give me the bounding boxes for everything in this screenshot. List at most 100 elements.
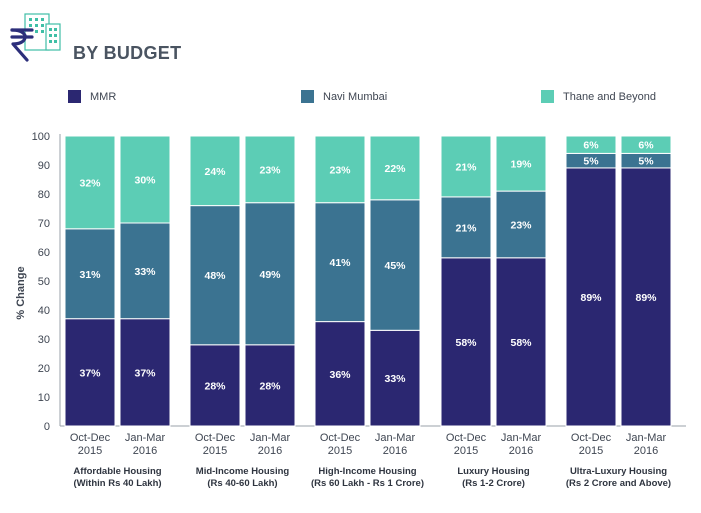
x-tick-label-year: 2016 — [509, 445, 533, 457]
group-label: Mid-Income Housing — [196, 466, 290, 477]
x-tick-label-period: Jan-Mar — [125, 432, 166, 444]
bar-segment-thane-and-beyond — [440, 135, 492, 198]
x-tick-label-period: Oct-Dec — [195, 432, 236, 444]
data-label-thane-and-beyond: 19% — [510, 159, 532, 171]
data-label-mmr: 28% — [204, 380, 226, 392]
bar-segment-thane-and-beyond — [620, 135, 672, 154]
y-tick-label: 10 — [38, 392, 50, 404]
data-label-thane-and-beyond: 6% — [638, 140, 654, 152]
x-tick-label-year: 2015 — [203, 445, 227, 457]
y-tick-label: 40 — [38, 305, 50, 317]
bar-segment-navi-mumbai — [495, 190, 547, 259]
x-tick-label-period: Jan-Mar — [375, 432, 416, 444]
legend-swatch-navi-mumbai — [301, 90, 314, 103]
chart-legend: MMR Navi Mumbai Thane and Beyond — [0, 90, 701, 110]
group-label: Ultra-Luxury Housing — [570, 466, 667, 477]
data-label-mmr: 37% — [79, 367, 101, 379]
data-label-thane-and-beyond: 6% — [583, 140, 599, 152]
y-tick-label: 80 — [38, 189, 50, 201]
data-label-navi-mumbai: 33% — [134, 266, 156, 278]
bar-segment-mmr — [620, 167, 672, 427]
data-label-mmr: 58% — [510, 337, 532, 349]
y-tick-label: 50 — [38, 276, 50, 288]
group-sublabel: (Rs 2 Crore and Above) — [566, 478, 671, 489]
data-label-navi-mumbai: 48% — [204, 270, 226, 282]
bar-segment-navi-mumbai — [244, 202, 296, 346]
stacked-bar-chart: % Change 0 10 20 30 40 50 60 70 80 90 100 37% 31% 32% 3… — [15, 131, 686, 489]
bar-segment-navi-mumbai — [64, 228, 116, 320]
data-label-navi-mumbai: 45% — [384, 260, 406, 272]
x-tick-label-year: 2016 — [383, 445, 407, 457]
data-label-thane-and-beyond: 30% — [134, 175, 156, 187]
data-label-navi-mumbai: 41% — [329, 257, 351, 269]
legend-label-mmr: MMR — [90, 90, 117, 103]
group-label: Affordable Housing — [73, 466, 161, 477]
x-tick-label-year: 2015 — [579, 445, 603, 457]
x-tick-label-period: Jan-Mar — [250, 432, 291, 444]
group-sublabel: (Rs 1-2 Crore) — [462, 478, 525, 489]
data-label-thane-and-beyond: 23% — [329, 164, 351, 176]
data-label-navi-mumbai: 5% — [638, 156, 654, 168]
x-tick-label-year: 2016 — [258, 445, 282, 457]
group-sublabel: (Rs 40-60 Lakh) — [207, 478, 277, 489]
header: BY BUDGET — [0, 0, 701, 80]
data-label-thane-and-beyond: 24% — [204, 166, 226, 178]
bar-segment-navi-mumbai — [440, 196, 492, 259]
x-tick-label-year: 2015 — [454, 445, 478, 457]
data-label-mmr: 58% — [455, 337, 477, 349]
legend-swatch-thane-and-beyond — [541, 90, 554, 103]
bar-segment-thane-and-beyond — [369, 135, 421, 201]
data-label-thane-and-beyond: 32% — [79, 177, 101, 189]
bar-segment-navi-mumbai — [314, 202, 366, 323]
data-label-mmr: 89% — [580, 292, 602, 304]
x-tick-label-year: 2015 — [78, 445, 102, 457]
legend-label-thane-and-beyond: Thane and Beyond — [563, 90, 656, 103]
data-label-thane-and-beyond: 23% — [259, 164, 281, 176]
data-label-mmr: 36% — [329, 369, 351, 381]
x-tick-label-period: Oct-Dec — [446, 432, 487, 444]
legend-item-navi-mumbai: Navi Mumbai — [301, 90, 387, 103]
bar-segment-thane-and-beyond — [314, 135, 366, 204]
bar-segment-mmr — [189, 344, 241, 427]
x-tick-label-year: 2016 — [133, 445, 157, 457]
data-label-mmr: 37% — [134, 367, 156, 379]
bar-segment-mmr — [64, 318, 116, 427]
data-label-navi-mumbai: 31% — [79, 269, 101, 281]
bar-segment-thane-and-beyond — [565, 135, 617, 154]
data-label-thane-and-beyond: 22% — [384, 163, 406, 175]
group-sublabel: (Rs 60 Lakh - Rs 1 Crore) — [311, 478, 424, 489]
y-tick-label: 30 — [38, 334, 50, 346]
bar-segment-navi-mumbai — [119, 222, 171, 320]
bar-segment-navi-mumbai — [369, 199, 421, 331]
x-tick-label-period: Jan-Mar — [501, 432, 542, 444]
data-label-navi-mumbai: 23% — [510, 219, 532, 231]
x-tick-label-period: Jan-Mar — [626, 432, 667, 444]
data-label-mmr: 33% — [384, 373, 406, 385]
group-sublabel: (Within Rs 40 Lakh) — [73, 478, 161, 489]
x-tick-label-year: 2016 — [634, 445, 658, 457]
legend-swatch-mmr — [68, 90, 81, 103]
bar-segment-mmr — [565, 167, 617, 427]
x-tick-label-period: Oct-Dec — [320, 432, 361, 444]
bar-segment-mmr — [244, 344, 296, 427]
data-label-navi-mumbai: 21% — [455, 222, 477, 234]
data-label-thane-and-beyond: 21% — [455, 161, 477, 173]
x-tick-label-year: 2015 — [328, 445, 352, 457]
bar-segment-mmr — [119, 318, 171, 427]
bar-segment-mmr — [440, 257, 492, 427]
y-tick-label: 90 — [38, 160, 50, 172]
legend-item-thane-and-beyond: Thane and Beyond — [541, 90, 656, 103]
y-tick-label: 20 — [38, 363, 50, 375]
data-label-navi-mumbai: 49% — [259, 269, 281, 281]
bar-segment-navi-mumbai — [189, 205, 241, 346]
legend-item-mmr: MMR — [68, 90, 116, 103]
rupee-building-icon — [10, 13, 61, 62]
y-tick-label: 100 — [32, 131, 50, 143]
y-tick-label: 60 — [38, 247, 50, 259]
y-tick-label: 70 — [38, 218, 50, 230]
page-title: BY BUDGET — [73, 43, 182, 63]
x-tick-label-period: Oct-Dec — [70, 432, 111, 444]
y-axis-label: % Change — [15, 266, 27, 319]
group-label: High-Income Housing — [318, 466, 416, 477]
bar-segment-thane-and-beyond — [495, 135, 547, 192]
